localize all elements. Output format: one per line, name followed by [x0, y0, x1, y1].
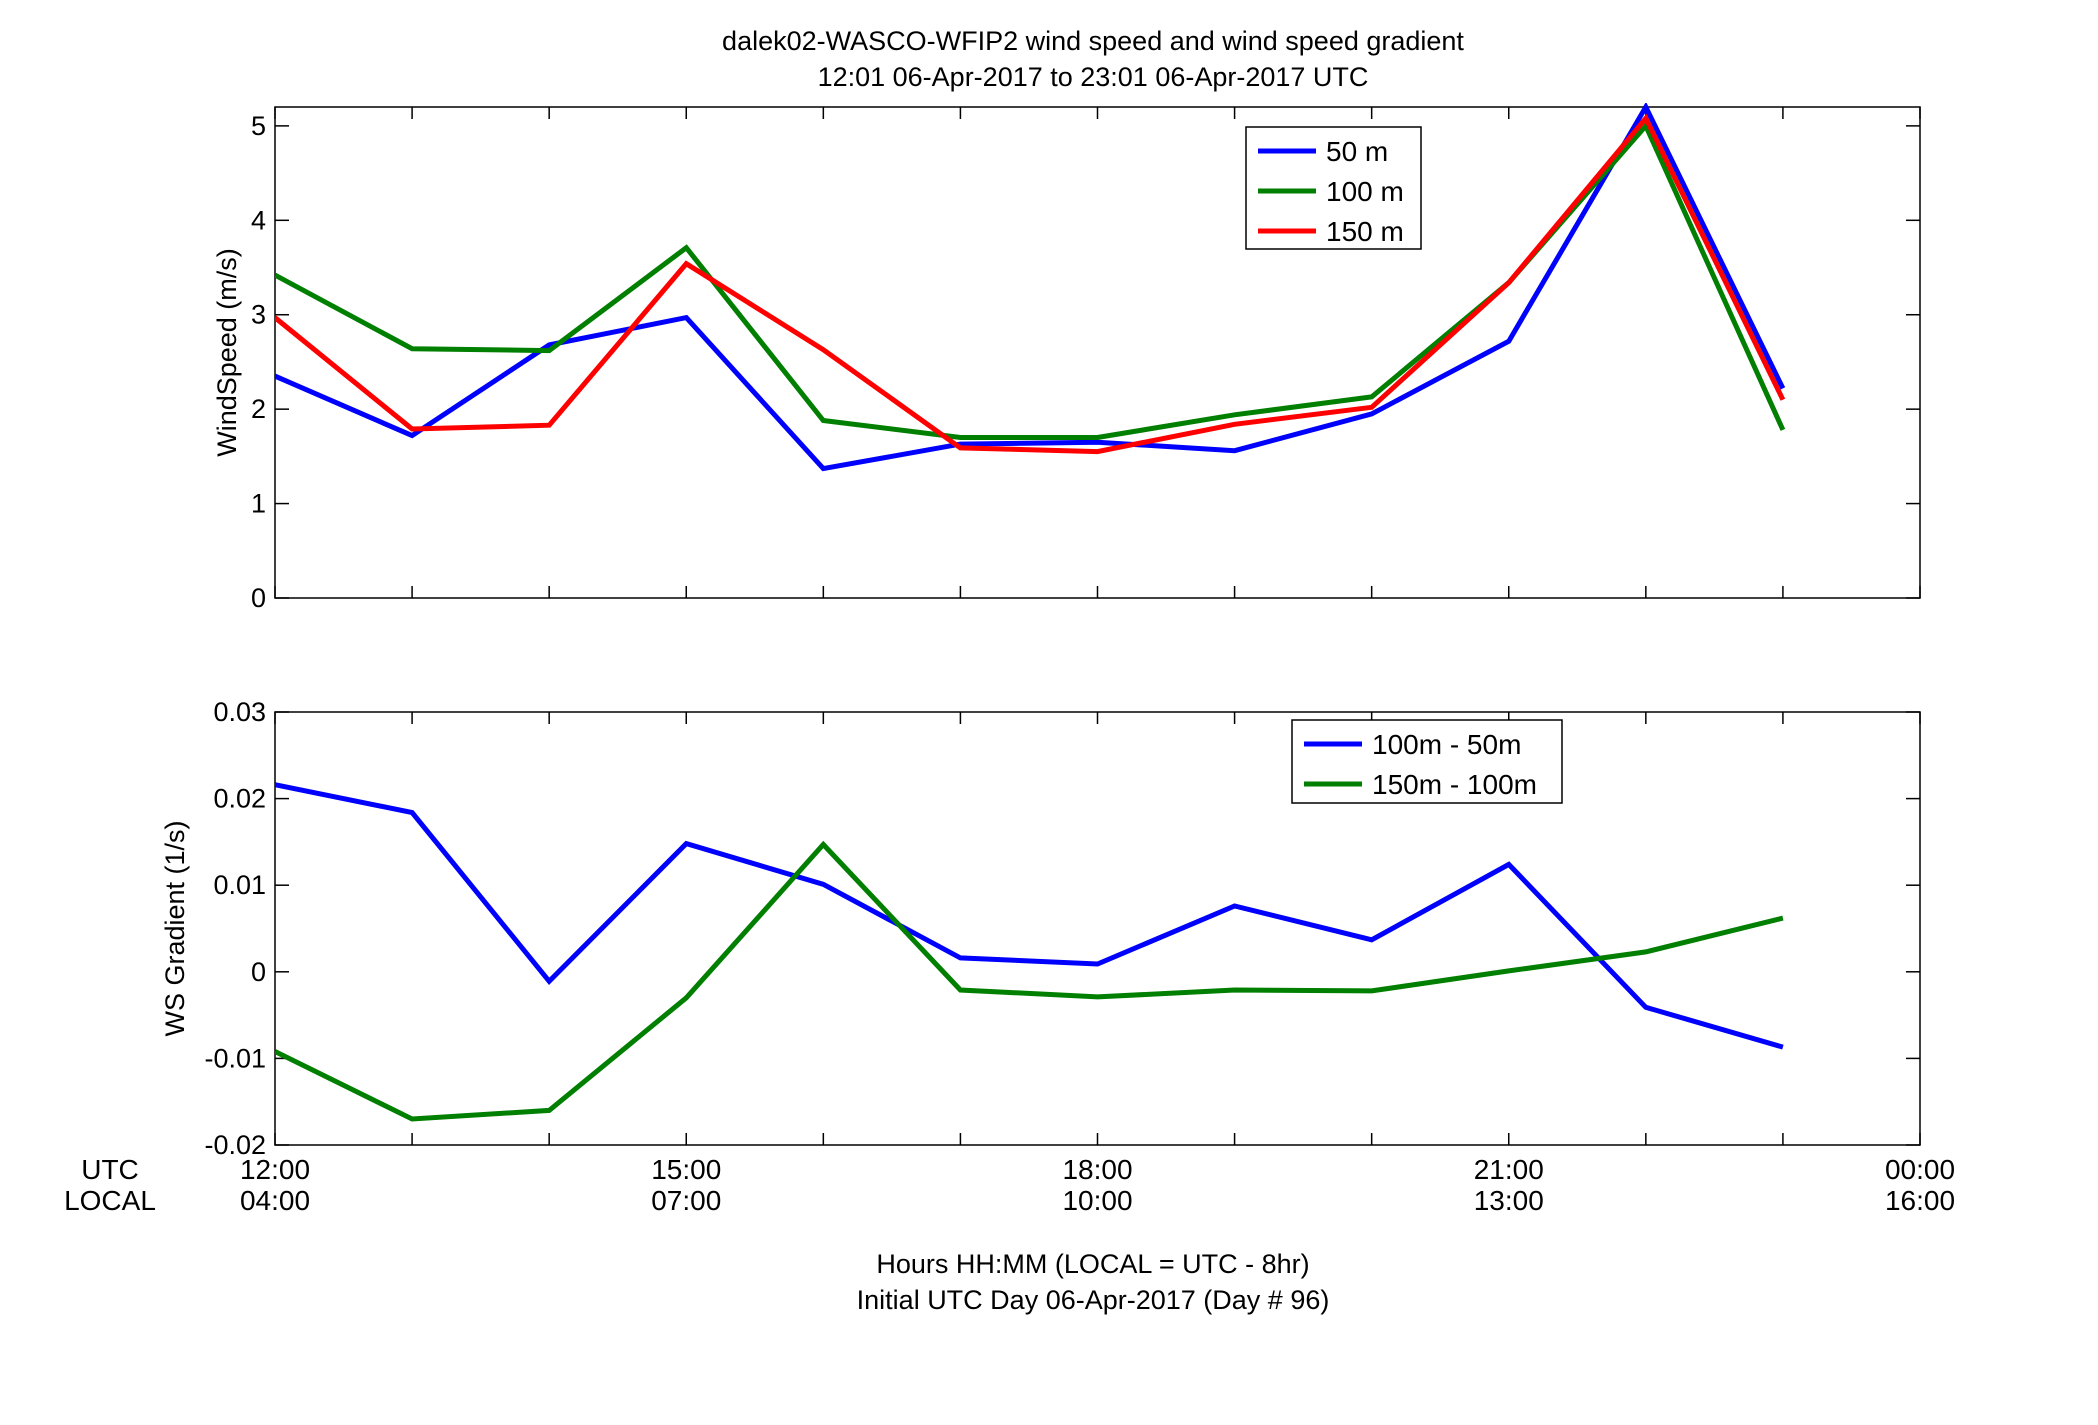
series-line-150m-100m [275, 840, 1784, 1122]
x-axis-footer-line1: Hours HH:MM (LOCAL = UTC - 8hr) [876, 1249, 1309, 1279]
y-tick-label: 1 [251, 489, 266, 519]
legend-label-150-m: 150 m [1326, 216, 1404, 247]
legend-box [1291, 719, 1563, 804]
x-tick-label-utc: 12:00 [240, 1154, 310, 1185]
y-tick-label: 5 [251, 111, 266, 141]
series-group [275, 782, 1784, 1122]
x-tick-label-utc: 18:00 [1062, 1154, 1132, 1185]
local-row-label: LOCAL [64, 1185, 156, 1216]
y-tick-label: 0.02 [213, 784, 266, 814]
y-tick-label: 0 [251, 583, 266, 613]
y-tick-label: 3 [251, 300, 266, 330]
figure-title-line2: 12:01 06-Apr-2017 to 23:01 06-Apr-2017 U… [818, 62, 1369, 92]
legend: 50 m 100 m 150 m [1245, 126, 1422, 250]
series-group [275, 103, 1786, 472]
legend: 100m - 50m 150m - 100m [1291, 719, 1563, 804]
x-axis-footer-line2: Initial UTC Day 06-Apr-2017 (Day # 96) [857, 1285, 1330, 1315]
x-tick-label-utc: 21:00 [1474, 1154, 1544, 1185]
series-line-150-m [275, 113, 1786, 455]
x-tick-label-local: 13:00 [1474, 1185, 1544, 1216]
x-tick-label-local: 04:00 [240, 1185, 310, 1216]
y-tick-label: 0 [251, 957, 266, 987]
series-line-100-m [275, 121, 1786, 440]
y-tick-label: 4 [251, 205, 266, 235]
legend-label-50-m: 50 m [1326, 136, 1388, 167]
y-axis-label: WindSpeed (m/s) [212, 248, 242, 457]
x-tick-label-utc: 15:00 [651, 1154, 721, 1185]
x-tick-label-local: 07:00 [651, 1185, 721, 1216]
series-line-50-m [275, 103, 1786, 472]
legend-label-100m-50m: 100m - 50m [1372, 729, 1521, 760]
gradient-panel: -0.02 -0.01 0 0.01 0.02 0.03 WS Gradient (1/s)… [160, 697, 1921, 1160]
figure-title-line1: dalek02-WASCO-WFIP2 wind speed and wind … [722, 26, 1464, 56]
x-tick-label-local: 10:00 [1062, 1185, 1132, 1216]
utc-row-label: UTC [81, 1154, 139, 1185]
y-tick-label: 2 [251, 394, 266, 424]
y-tick-label: 0.01 [213, 870, 266, 900]
y-axis-label: WS Gradient (1/s) [160, 820, 190, 1036]
plot-area-frame [274, 711, 1921, 1146]
x-tick-label-utc: 00:00 [1885, 1154, 1955, 1185]
y-tick-label: -0.02 [204, 1130, 266, 1160]
y-tick-label: -0.01 [204, 1043, 266, 1073]
x-tick-label-local: 16:00 [1885, 1185, 1955, 1216]
legend-label-100-m: 100 m [1326, 176, 1404, 207]
legend-label-150m-100m: 150m - 100m [1372, 769, 1537, 800]
y-tick-label: 0.03 [213, 697, 266, 727]
series-line-100m-50m [275, 782, 1784, 1050]
windspeed-panel: 0 1 2 3 4 5 WindSpeed (m/s) 50 m 100 m 150 m [212, 103, 1921, 613]
